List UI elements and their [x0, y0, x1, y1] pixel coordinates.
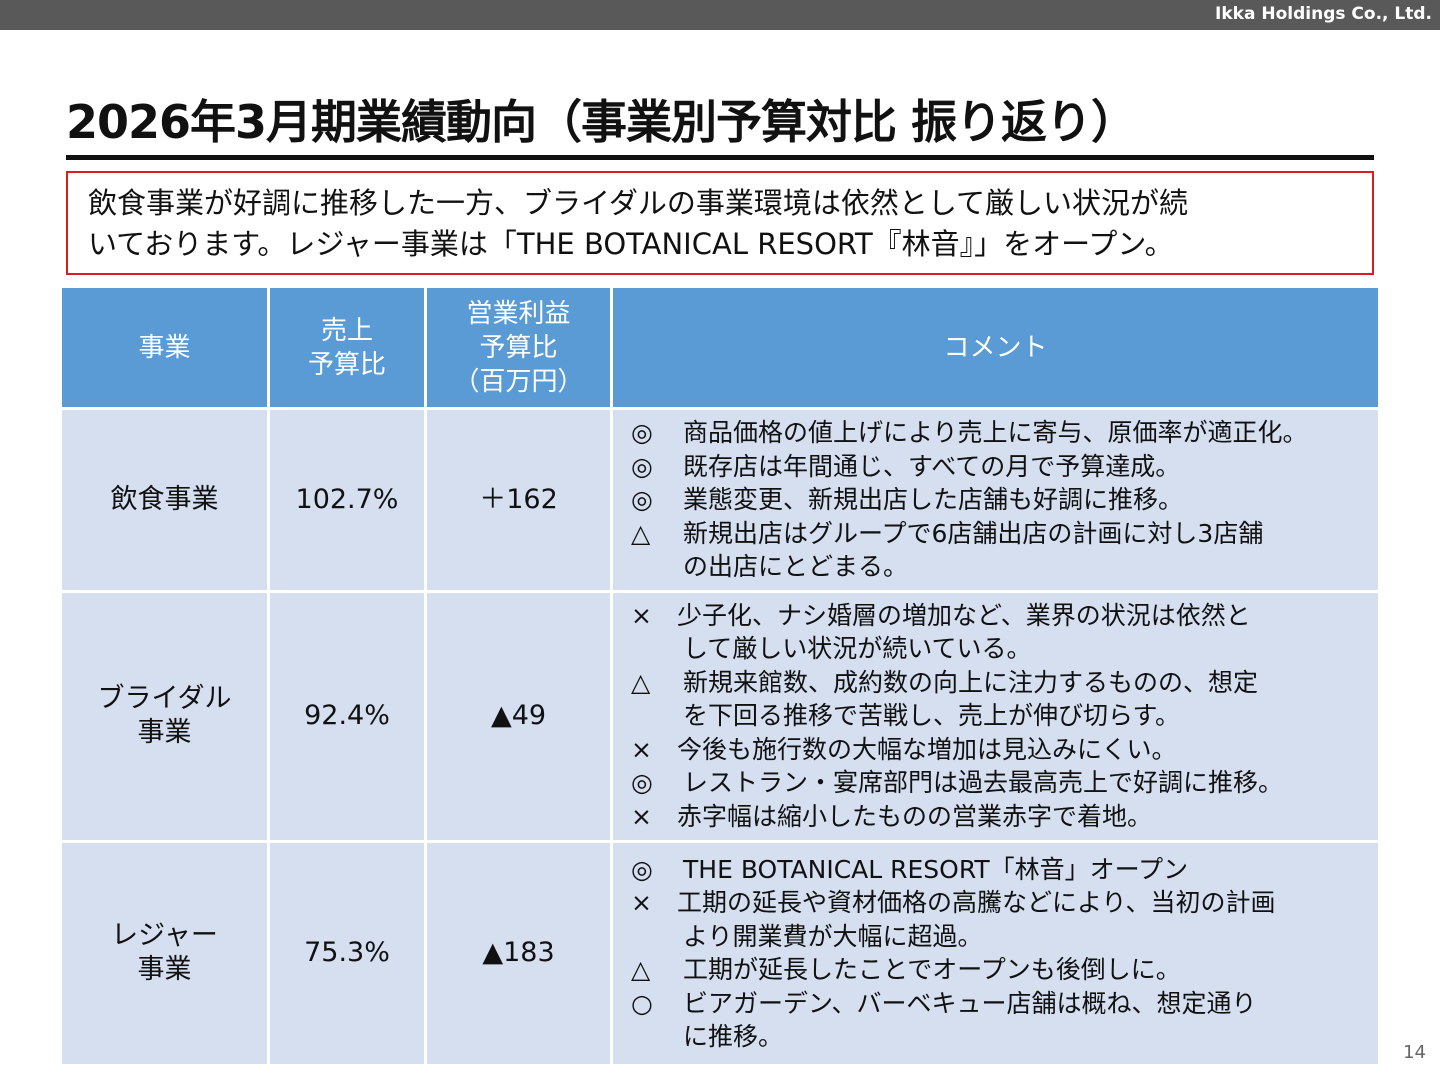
header-operating-profit-ratio: 営業利益 予算比 （百万円）: [427, 288, 613, 410]
cell-operating-profit: ▲49: [427, 592, 613, 843]
comment-continuation: して厳しい状況が続いている。: [683, 634, 1032, 664]
table-row: ブライダル 事業 92.4% ▲49 × 少子化、ナシ婚層の増加など、業界の状況は…: [62, 592, 1378, 843]
comment-continuation: より開業費が大幅に超過。: [683, 921, 983, 951]
comment-line: ◎ THE BOTANICAL RESORT「林音」オープン: [631, 854, 1189, 884]
table-row: レジャー 事業 75.3% ▲183 ◎ THE BOTANICAL RESORT…: [62, 842, 1378, 1067]
cell-business: レジャー 事業: [62, 842, 270, 1067]
comment-line: ◎ 既存店は年間通じ、すべての月で予算達成。: [631, 451, 1181, 481]
summary-box: 飲食事業が好調に推移した一方、ブライダルの事業環境は依然として厳しい状況が続 い…: [66, 171, 1374, 275]
cell-sales-ratio: 92.4%: [270, 592, 427, 843]
table-row: 飲食事業 102.7% ＋162 ◎ 商品価格の値上げにより売上に寄与、原価率が適…: [62, 410, 1378, 593]
cell-business: ブライダル 事業: [62, 592, 270, 843]
comment-line: △ 新規出店はグループで6店舗出店の計画に対し3店舗: [631, 518, 1264, 548]
comment-continuation: に推移。: [683, 1022, 784, 1051]
cell-operating-profit: ＋162: [427, 410, 613, 593]
summary-line-2: いております。レジャー事業は「THE BOTANICAL RESORT『林音』」…: [88, 227, 1174, 261]
comment-line: ○ ビアガーデン、バーベキュー店舗は概ね、想定通り: [631, 988, 1257, 1018]
header-sales-ratio: 売上 予算比: [270, 288, 427, 410]
comment-line: × 今後も施行数の大幅な増加は見込みにくい。: [631, 734, 1177, 764]
comment-line: ◎ 業態変更、新規出店した店舗も好調に推移。: [631, 485, 1184, 514]
cell-sales-ratio: 102.7%: [270, 410, 427, 593]
cell-comment: ◎ THE BOTANICAL RESORT「林音」オープン × 工期の延長や資材価…: [613, 842, 1378, 1067]
comment-continuation: の出店にとどまる。: [683, 552, 909, 581]
cell-comment: ◎ 商品価格の値上げにより売上に寄与、原価率が適正化。 ◎ 既存店は年間通じ、すべて…: [613, 410, 1378, 593]
cell-sales-ratio: 75.3%: [270, 842, 427, 1067]
comment-line: △ 工期が延長したことでオープンも後倒しに。: [631, 955, 1181, 984]
comment-continuation: を下回る推移で苦戦し、売上が伸び切らす。: [683, 701, 1181, 731]
company-name: Ikka Holdings Co., Ltd.: [1215, 4, 1432, 24]
header-comment: コメント: [613, 288, 1378, 410]
page-title: 2026年3月期業績動向（事業別予算対比 振り返り）: [66, 95, 1137, 149]
cell-business: 飲食事業: [62, 410, 270, 593]
table-header-row: 事業 売上 予算比 営業利益 予算比 （百万円） コメント: [62, 288, 1378, 410]
title-underline: [66, 155, 1374, 160]
summary-line-1: 飲食事業が好調に推移した一方、ブライダルの事業環境は依然として厳しい状況が続: [88, 186, 1188, 220]
top-bar: Ikka Holdings Co., Ltd.: [0, 0, 1440, 30]
comment-line: ◎ レストラン・宴席部門は過去最高売上で好調に推移。: [631, 768, 1284, 798]
comment-line: × 赤字幅は縮小したものの営業赤字で着地。: [631, 801, 1153, 831]
comment-line: ◎ 商品価格の値上げにより売上に寄与、原価率が適正化。: [631, 418, 1308, 447]
comment-line: × 工期の延長や資材価格の高騰などにより、当初の計画: [631, 888, 1276, 917]
comment-line: △ 新規来館数、成約数の向上に注力するものの、想定: [631, 667, 1259, 697]
header-business: 事業: [62, 288, 270, 410]
business-budget-table: 事業 売上 予算比 営業利益 予算比 （百万円） コメント 飲食事業 102.7…: [62, 288, 1378, 1067]
cell-operating-profit: ▲183: [427, 842, 613, 1067]
cell-comment: × 少子化、ナシ婚層の増加など、業界の状況は依然と して厳しい状況が続いている。 …: [613, 592, 1378, 843]
page-number: 14: [1403, 1042, 1426, 1063]
comment-line: × 少子化、ナシ婚層の増加など、業界の状況は依然と: [631, 600, 1251, 630]
